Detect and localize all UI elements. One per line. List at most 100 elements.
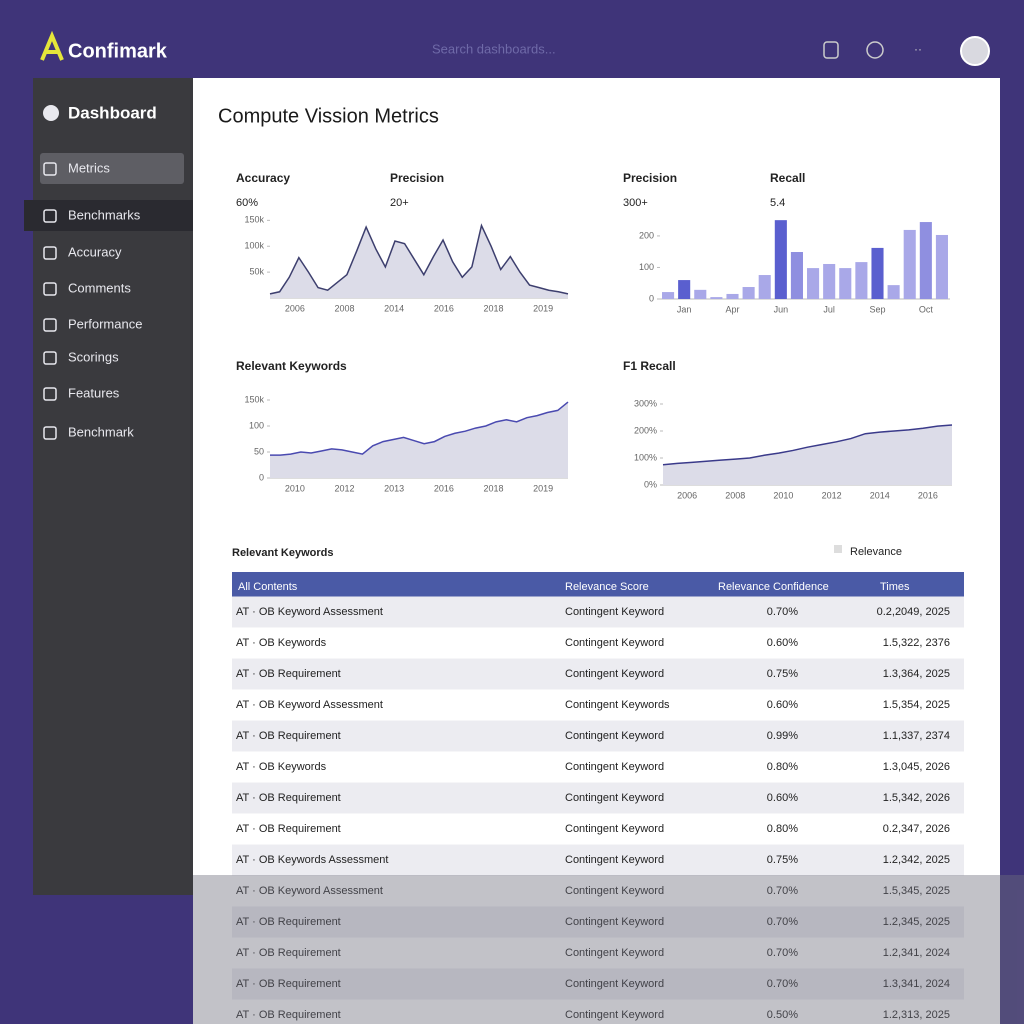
cell: 0.2,347, 2026 [883, 823, 950, 835]
cell: Contingent Keyword [565, 606, 664, 618]
settings-icon[interactable] [866, 41, 884, 59]
bar [662, 292, 675, 299]
stat-value: 300+ [623, 197, 648, 209]
x-tick-label: Jun [774, 304, 789, 314]
table-header [232, 572, 964, 600]
row-bg [232, 782, 964, 814]
x-tick-label: 2008 [334, 303, 354, 313]
sidebar-item[interactable]: Metrics [68, 160, 110, 175]
y-tick-label: 100k [244, 241, 264, 251]
sidebar-item[interactable]: Benchmarks [68, 207, 141, 222]
area [270, 402, 568, 478]
active-item [40, 153, 184, 184]
bar [839, 268, 852, 299]
cell: 1.2,342, 2025 [883, 854, 950, 866]
cell: Contingent Keyword [565, 978, 664, 990]
bar [871, 247, 884, 299]
x-tick-label: Oct [919, 304, 934, 314]
bar [887, 285, 900, 299]
cell: 1.2,313, 2025 [883, 1009, 950, 1021]
cell: 1.5,322, 2376 [883, 637, 950, 649]
cell: AT · OB Keyword Assessment [236, 885, 383, 897]
x-tick-label: 2019 [533, 483, 553, 493]
bar [807, 268, 820, 299]
cell: 0.60% [767, 699, 798, 711]
cell: 0.70% [767, 606, 798, 618]
page-title: Compute Vission Metrics [218, 105, 439, 127]
cell: AT · OB Keywords [236, 637, 327, 649]
bar [790, 252, 803, 299]
bar [742, 287, 755, 299]
x-tick-label: 2014 [870, 490, 890, 500]
cell: 0.70% [767, 947, 798, 959]
stat-name: Precision [390, 171, 444, 185]
cell: 1.5,354, 2025 [883, 699, 950, 711]
item-icon [43, 351, 57, 365]
area [270, 225, 568, 298]
sidebar-item[interactable]: Comments [68, 280, 131, 295]
search[interactable]: Search dashboards... [432, 41, 556, 56]
sidebar-item[interactable]: Benchmark [68, 424, 134, 439]
cell: Contingent Keyword [565, 668, 664, 680]
row-bg [232, 906, 964, 938]
x-tick-label: 2016 [434, 483, 454, 493]
cell: 1.2,341, 2024 [883, 947, 950, 959]
cell: Contingent Keyword [565, 916, 664, 928]
sidebar-item[interactable]: Features [68, 385, 120, 400]
cell: AT · OB Keywords [236, 761, 327, 773]
cell: 0.2,2049, 2025 [877, 606, 950, 618]
cell: Contingent Keyword [565, 947, 664, 959]
y-tick-label: 200 [639, 230, 654, 240]
bar [694, 289, 707, 299]
cell: Contingent Keyword [565, 854, 664, 866]
item-icon [43, 209, 57, 223]
line [269, 223, 569, 295]
item-icon [43, 162, 57, 176]
cell: AT · OB Requirement [236, 668, 341, 680]
filter-box [834, 545, 842, 553]
line [270, 401, 569, 456]
bar [726, 293, 739, 299]
item-icon [43, 318, 57, 332]
x-tick-label: 2012 [822, 490, 842, 500]
cell: 0.50% [767, 1009, 798, 1021]
y-tick-label: 200% [634, 425, 657, 435]
row-bg [232, 720, 964, 752]
x-tick-label: 2016 [434, 303, 454, 313]
cell: 0.70% [767, 916, 798, 928]
cell: AT · OB Requirement [236, 916, 341, 928]
x-tick-label: 2018 [483, 303, 503, 313]
bar [710, 297, 723, 299]
stat-name: Accuracy [236, 171, 290, 185]
x-tick-label: 2006 [285, 303, 305, 313]
x-tick-label: Sep [869, 304, 885, 314]
stat-value: 20+ [390, 197, 409, 209]
sidebar-item[interactable]: Performance [68, 316, 142, 331]
stat-name: Precision [623, 171, 677, 185]
filter[interactable]: Relevance [850, 546, 902, 558]
sidebar-item[interactable]: Accuracy [68, 244, 122, 259]
item-icon [43, 426, 57, 440]
fade-overlay [193, 875, 1024, 1024]
more-icon[interactable]: ·· [914, 42, 922, 56]
avatar[interactable] [960, 36, 990, 66]
line [662, 424, 953, 466]
cell: 1.5,345, 2025 [883, 885, 950, 897]
row-bg [232, 658, 964, 690]
table-title: Relevant Keywords [232, 547, 333, 559]
bar [903, 229, 916, 299]
sidebar-item[interactable]: Scorings [68, 349, 119, 364]
logo-icon [40, 30, 64, 61]
y-tick-label: 300% [634, 398, 657, 408]
x-tick-label: 2018 [483, 483, 503, 493]
x-tick-label: 2016 [918, 490, 938, 500]
column-header: Relevance Confidence [718, 581, 829, 593]
cell: AT · OB Keyword Assessment [236, 699, 383, 711]
column-header: Times [880, 581, 910, 593]
row-bg [232, 596, 964, 628]
logo: Confimark [68, 40, 168, 62]
bar [758, 275, 771, 299]
notification-icon[interactable] [823, 41, 839, 59]
